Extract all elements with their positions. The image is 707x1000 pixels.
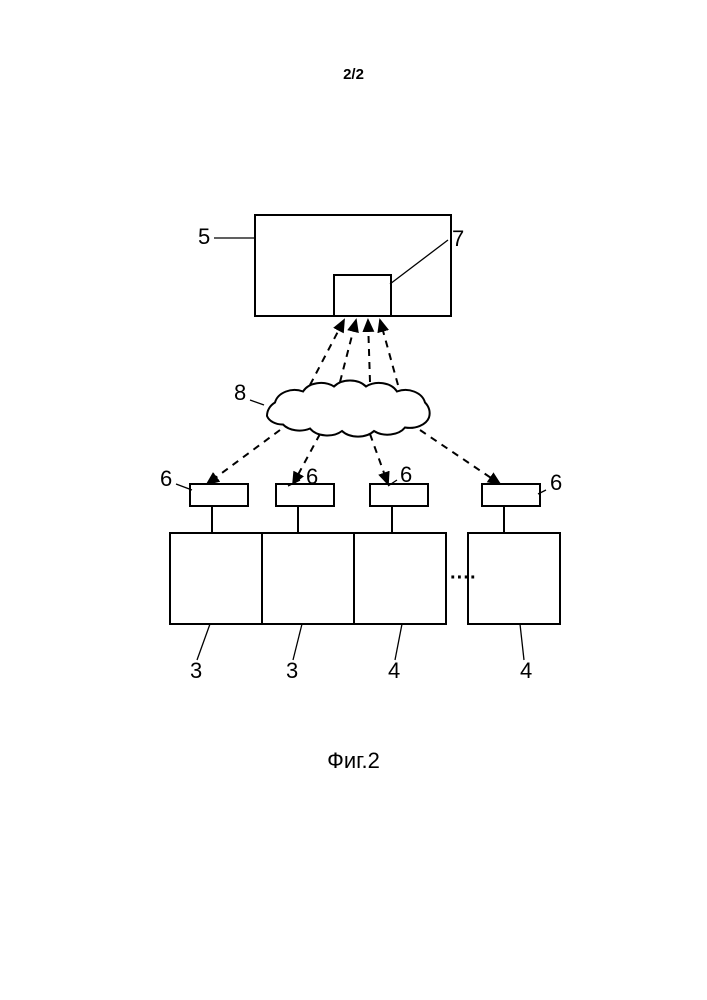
label-4-10: 4 <box>520 658 532 683</box>
small-box-6-3 <box>482 484 540 506</box>
arrow-down-3 <box>420 430 500 484</box>
box-5 <box>255 215 451 316</box>
diagram-svg: ···· 5 7 8 6 6 6 6 3 3 4 4 <box>0 0 707 1000</box>
small-box-6-1 <box>276 484 334 506</box>
arrow-up-1 <box>340 320 356 382</box>
arrow-up-3 <box>380 320 398 385</box>
figure-caption: Фиг.2 <box>0 748 707 774</box>
arrow-up-0 <box>310 320 344 385</box>
leader-4-9 <box>395 624 402 660</box>
big-box-0 <box>170 533 262 624</box>
big-box-2 <box>354 533 446 624</box>
label-8-2: 8 <box>234 380 246 405</box>
leader-3-8 <box>293 624 302 660</box>
label-5-0: 5 <box>198 224 210 249</box>
label-6-6: 6 <box>550 470 562 495</box>
label-7-1: 7 <box>452 226 464 251</box>
label-6-3: 6 <box>160 466 172 491</box>
ellipsis: ···· <box>450 567 477 589</box>
arrow-down-2 <box>370 434 388 484</box>
leader-8-2 <box>250 400 264 405</box>
leader-4-10 <box>520 624 524 660</box>
leader-7-1 <box>390 240 448 284</box>
small-box-6-2 <box>370 484 428 506</box>
label-3-7: 3 <box>190 658 202 683</box>
label-6-4: 6 <box>306 464 318 489</box>
box-7 <box>334 275 391 316</box>
label-6-5: 6 <box>400 462 412 487</box>
cloud-8 <box>267 381 430 437</box>
small-box-6-0 <box>190 484 248 506</box>
big-box-1 <box>262 533 354 624</box>
arrow-down-0 <box>207 430 280 484</box>
arrow-up-2 <box>368 320 370 382</box>
label-3-8: 3 <box>286 658 298 683</box>
leader-3-7 <box>197 624 210 660</box>
label-4-9: 4 <box>388 658 400 683</box>
big-box-3 <box>468 533 560 624</box>
